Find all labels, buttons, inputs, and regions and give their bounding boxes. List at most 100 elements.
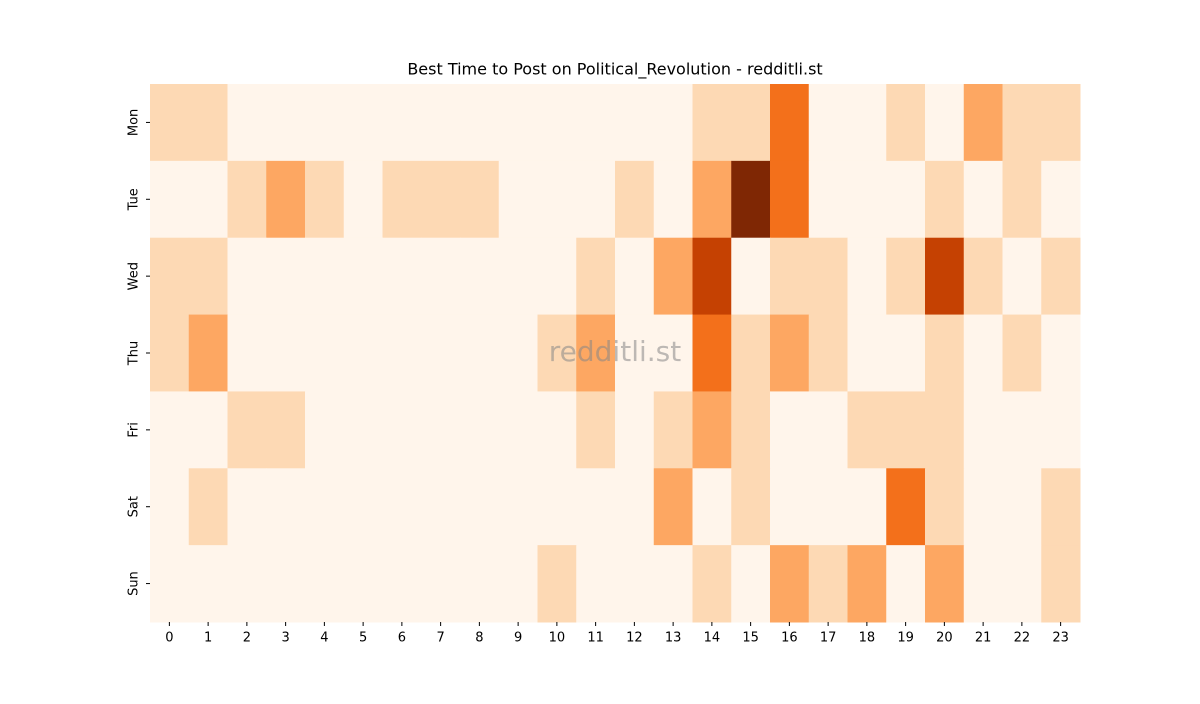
x-tick-label: 3 (281, 631, 289, 646)
x-tick-label: 12 (626, 631, 643, 646)
heat-cell (266, 237, 306, 316)
heat-cell (150, 237, 190, 316)
heat-cell (343, 468, 383, 546)
heat-cell (537, 468, 577, 546)
heat-cell (266, 84, 306, 162)
heat-cell (150, 468, 190, 546)
heat-cell (382, 84, 422, 162)
heat-cell (847, 84, 887, 162)
heat-cell (692, 391, 732, 469)
heat-cell (692, 237, 732, 316)
heat-cell (925, 391, 965, 469)
y-tick-label: Sun (127, 571, 142, 596)
x-tick-label: 18 (859, 631, 876, 646)
heat-cell (615, 391, 655, 469)
heat-cell (963, 314, 1003, 392)
heat-cell (963, 391, 1003, 469)
x-tick-label: 7 (436, 631, 444, 646)
heat-cell (460, 468, 500, 546)
heat-cell (421, 237, 461, 316)
heat-cell (537, 84, 577, 162)
heat-cell (150, 160, 190, 239)
heat-cell (227, 237, 267, 316)
heat-cell (615, 237, 655, 316)
heat-cell (847, 468, 887, 546)
heat-cell (963, 84, 1003, 162)
heat-cell (615, 468, 655, 546)
heat-cell (343, 237, 383, 316)
heat-cell (731, 545, 771, 623)
heat-cell (305, 237, 345, 316)
x-tick-label: 10 (549, 631, 566, 646)
heat-cell (305, 314, 345, 392)
heat-cell (576, 545, 616, 623)
heat-cell (382, 237, 422, 316)
x-tick-label: 6 (398, 631, 406, 646)
heat-cell (421, 468, 461, 546)
x-tick-label: 19 (897, 631, 914, 646)
x-tick-label: 1 (204, 631, 212, 646)
heat-cell (498, 160, 538, 239)
heat-cell (1041, 391, 1081, 469)
heat-cell (460, 237, 500, 316)
heat-cell (305, 545, 345, 623)
heat-cell (847, 545, 887, 623)
heat-cell (770, 468, 810, 546)
heat-cell (460, 545, 500, 623)
x-tick-label: 16 (781, 631, 798, 646)
heat-cell (1041, 545, 1081, 623)
x-tick-label: 21 (975, 631, 992, 646)
heat-cell (808, 545, 848, 623)
heat-cell (498, 237, 538, 316)
heat-cell (421, 84, 461, 162)
heat-cell (227, 391, 267, 469)
heat-cell (421, 545, 461, 623)
heat-cell (343, 391, 383, 469)
heat-cell (692, 314, 732, 392)
heat-cell (653, 314, 693, 392)
heat-cell (808, 314, 848, 392)
heat-cell (692, 160, 732, 239)
heat-cell (382, 314, 422, 392)
heat-cell (150, 314, 190, 392)
heat-cell (963, 468, 1003, 546)
heat-cell (421, 314, 461, 392)
heat-cell (1002, 84, 1042, 162)
heat-cell (1002, 237, 1042, 316)
heat-cell (808, 391, 848, 469)
heat-cell (537, 314, 577, 392)
heat-cell (963, 237, 1003, 316)
heat-cell (382, 545, 422, 623)
heat-cell (460, 160, 500, 239)
heat-cell (150, 391, 190, 469)
heat-cell (615, 84, 655, 162)
heat-cell (770, 160, 810, 239)
heat-cell (382, 468, 422, 546)
heat-cell (770, 237, 810, 316)
heat-cell (421, 391, 461, 469)
heat-cell (498, 84, 538, 162)
heat-cell (1041, 468, 1081, 546)
heat-cell (1002, 545, 1042, 623)
heat-cell (1041, 84, 1081, 162)
x-tick-label: 13 (665, 631, 682, 646)
heat-cell (305, 391, 345, 469)
heat-cell (886, 84, 926, 162)
heat-cell (925, 545, 965, 623)
x-tick-label: 22 (1014, 631, 1031, 646)
heat-cell (886, 237, 926, 316)
heat-cell (305, 84, 345, 162)
x-tick-label: 0 (165, 631, 173, 646)
heat-cell (653, 160, 693, 239)
heat-cell (1041, 160, 1081, 239)
x-tick-label: 15 (742, 631, 759, 646)
x-tick-label: 11 (587, 631, 604, 646)
heat-cell (498, 468, 538, 546)
heat-cell (886, 391, 926, 469)
heat-cell (808, 84, 848, 162)
heat-cell (653, 545, 693, 623)
heat-cell (305, 160, 345, 239)
heat-cell (847, 314, 887, 392)
heat-cell (266, 545, 306, 623)
heat-cell (963, 545, 1003, 623)
